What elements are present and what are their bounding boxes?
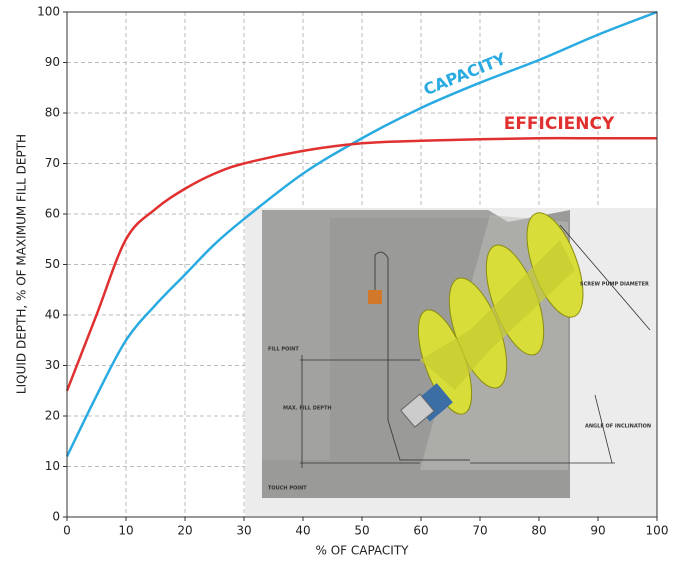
pump-diagram: FILL POINT MAX. FILL DEPTH TOUCH POINT SCRE… [245, 208, 657, 516]
y-axis-label: LIQUID DEPTH, % OF MAXIMUM FILL DEPTH [15, 134, 29, 394]
line [65, 136, 657, 392]
diagram-label: ANGLE OF INCLINATION [585, 424, 651, 430]
diagram-label: TOUCH POINT [268, 486, 307, 492]
x-tick-label: 100 [646, 524, 669, 538]
x-tick-label: 0 [63, 524, 71, 538]
diagram-label: FILL POINT [268, 347, 299, 353]
x-tick-label: 50 [354, 524, 369, 538]
y-tick-label: 40 [45, 308, 60, 322]
line [65, 10, 658, 457]
x-tick-label: 20 [177, 524, 192, 538]
series-label: EFFICIENCY [504, 114, 615, 134]
y-tick-label: 30 [45, 358, 60, 372]
y-tick-label: 0 [52, 510, 60, 524]
x-tick-label: 80 [531, 524, 546, 538]
x-axis-label: % OF CAPACITY [315, 544, 409, 558]
x-tick-label: 10 [118, 524, 133, 538]
diagram-label: MAX. FILL DEPTH [283, 406, 332, 412]
y-tick-label: 20 [45, 409, 60, 423]
y-tick-label: 70 [45, 156, 60, 170]
y-tick-label: 100 [37, 5, 60, 19]
y-tick-label: 60 [45, 207, 60, 221]
y-tick-label: 90 [45, 55, 60, 69]
diagram-label: SCREW PUMP DIAMETER [580, 282, 649, 288]
x-tick-label: 70 [472, 524, 487, 538]
x-tick-label: 90 [590, 524, 605, 538]
y-tick-label: 10 [45, 459, 60, 473]
x-tick-label: 40 [295, 524, 310, 538]
x-tick-label: 60 [413, 524, 428, 538]
x-tick-label: 30 [236, 524, 251, 538]
y-tick-label: 50 [45, 257, 60, 271]
y-tick-label: 80 [45, 106, 60, 120]
plot-frame [66, 11, 658, 518]
